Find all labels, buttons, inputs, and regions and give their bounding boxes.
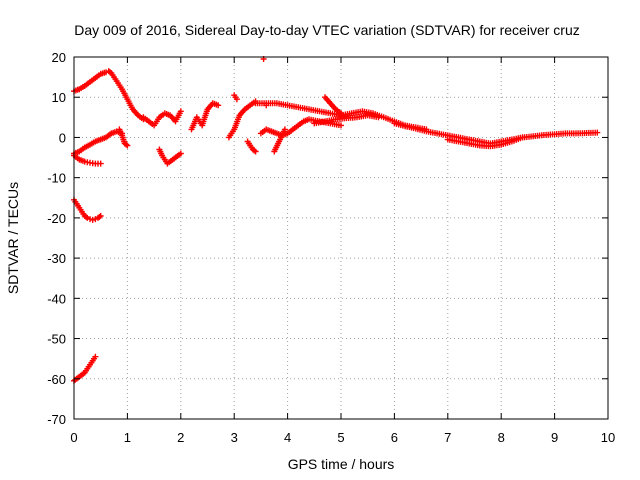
series-arc-h [156, 147, 183, 167]
y-tick-label: -60 [47, 372, 66, 387]
series-arc-b [71, 128, 125, 156]
x-tick-label: 1 [124, 430, 131, 445]
chart-title: Day 009 of 2016, Sidereal Day-to-day VTE… [74, 22, 580, 38]
x-tick-label: 0 [70, 430, 77, 445]
x-tick-label: 10 [601, 430, 615, 445]
x-tick-label: 9 [551, 430, 558, 445]
y-tick-label: 0 [59, 130, 66, 145]
y-tick-label: 20 [52, 50, 66, 65]
x-tick-label: 2 [177, 430, 184, 445]
sdtvar-scatter-chart: Day 009 of 2016, Sidereal Day-to-day VTE… [0, 0, 640, 480]
y-axis-label: SDTVAR / TECUs [5, 182, 21, 294]
series-arc-j [226, 98, 259, 140]
series-arc-i [189, 100, 222, 132]
series-arc-l [245, 139, 259, 155]
x-tick-label: 5 [337, 430, 344, 445]
y-tick-label: 10 [52, 90, 66, 105]
y-tick-label: -30 [47, 251, 66, 266]
x-tick-label: 4 [284, 430, 291, 445]
series-arc-c [71, 153, 104, 167]
y-tick-label: -10 [47, 171, 66, 186]
y-tick-label: -40 [47, 291, 66, 306]
x-axis-label: GPS time / hours [288, 456, 395, 472]
x-tick-label: 6 [391, 430, 398, 445]
data-points [71, 56, 600, 384]
series-arc-a [71, 68, 146, 122]
series-arc-e [71, 354, 98, 384]
x-tick-label: 7 [444, 430, 451, 445]
y-tick-label: -50 [47, 332, 66, 347]
x-tick-label: 3 [231, 430, 238, 445]
y-tick-label: -20 [47, 211, 66, 226]
x-tick-label: 8 [498, 430, 505, 445]
series-arc-r [391, 120, 600, 146]
series-arc-g [140, 108, 183, 128]
series-arc-d [71, 197, 104, 223]
y-tick-label: -70 [47, 412, 66, 427]
